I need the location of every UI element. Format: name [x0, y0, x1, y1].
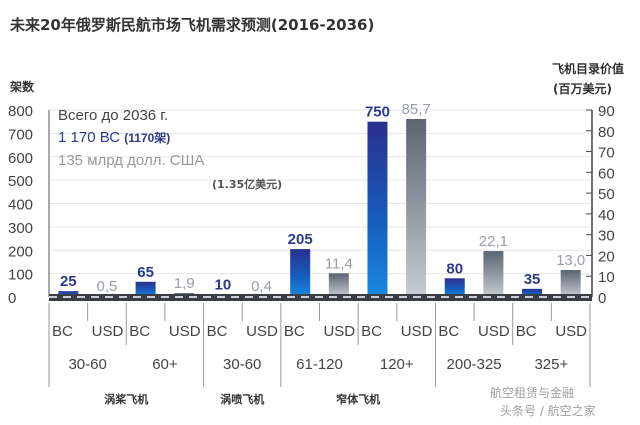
- y2-tick-label: 10: [598, 269, 615, 286]
- size-label: 120+: [380, 356, 414, 373]
- bar-usd: [560, 269, 581, 297]
- size-label: 30-60: [223, 356, 261, 373]
- size-label: 325+: [534, 356, 568, 373]
- data-label-usd: 13,0: [556, 252, 585, 269]
- y2-axis-label-line2: (百万美元): [553, 82, 612, 96]
- bar-bc: [290, 249, 311, 297]
- size-label: 30-60: [68, 356, 106, 373]
- category-label-bc: BC: [129, 323, 150, 340]
- annotation-line3-cn: (1.35亿美元): [212, 177, 282, 191]
- bar-usd: [328, 273, 349, 297]
- y2-axis-label-line1: 飞机目录价值: [552, 62, 625, 76]
- bar-bc: [522, 288, 543, 297]
- y2-tick-label: 50: [598, 186, 615, 203]
- annotation-line1: Всего до 2036 г.: [58, 107, 168, 124]
- y-tick-label: 800: [8, 103, 33, 120]
- category-label-bc: BC: [52, 323, 73, 340]
- category-label-bc: BC: [361, 323, 382, 340]
- y2-tick-label: 90: [598, 103, 615, 120]
- category-label-bc: BC: [207, 323, 228, 340]
- bar-usd: [406, 118, 427, 297]
- data-label-bc: 205: [288, 231, 313, 248]
- size-label: 60+: [152, 356, 178, 373]
- bar-usd: [483, 251, 504, 297]
- y-tick-label: 0: [8, 290, 16, 307]
- y-tick-label: 100: [8, 267, 33, 284]
- category-label-bc: BC: [516, 323, 537, 340]
- y-tick-label: 500: [8, 173, 33, 190]
- y-axis-label: 架数: [10, 80, 35, 94]
- chart-title: 未来20年俄罗斯民航市场飞机需求预测(2016-2036): [10, 16, 375, 34]
- bar-bc: [444, 278, 465, 297]
- watermark-line2: 头条号 / 航空之家: [500, 403, 596, 418]
- category-label-bc: BC: [284, 323, 305, 340]
- annotation-line2: 1 170 ВС (1170架): [58, 129, 170, 146]
- data-label-bc: 25: [60, 273, 77, 290]
- bar-bc: [135, 281, 156, 297]
- bar-bc: [367, 121, 388, 297]
- category-label-usd: USD: [169, 323, 201, 340]
- aircraft-type-label: 涡喷飞机: [220, 392, 264, 406]
- y-tick-label: 200: [8, 243, 33, 260]
- y2-tick-label: 70: [598, 145, 615, 162]
- y2-tick-label: 60: [598, 165, 615, 182]
- aircraft-type-label: 涡桨飞机: [104, 392, 148, 406]
- data-label-usd: 0,4: [251, 278, 272, 295]
- y2-tick-label: 80: [598, 124, 615, 141]
- y2-tick-label: 40: [598, 207, 615, 224]
- y2-tick-label: 30: [598, 228, 615, 245]
- y-tick-label: 600: [8, 150, 33, 167]
- annotation-line2-ru: 1 170 ВС: [58, 129, 120, 146]
- annotation-line3: 135 млрд долл. США: [58, 152, 204, 169]
- category-label-usd: USD: [555, 323, 587, 340]
- size-label: 200-325: [447, 356, 502, 373]
- data-label-bc: 10: [215, 277, 232, 294]
- data-label-bc: 35: [524, 271, 541, 288]
- data-label-bc: 750: [365, 104, 390, 121]
- data-label-usd: 22,1: [479, 233, 508, 250]
- y-tick-label: 700: [8, 126, 33, 143]
- category-label-usd: USD: [478, 323, 510, 340]
- category-label-usd: USD: [92, 323, 124, 340]
- aircraft-type-label: 窄体飞机: [336, 392, 380, 406]
- data-label-bc: 65: [137, 264, 154, 281]
- size-label: 61-120: [296, 356, 343, 373]
- y2-tick-label: 0: [598, 290, 606, 307]
- data-label-usd: 1,9: [174, 275, 195, 292]
- watermark-line1: 航空租赁与金融: [490, 385, 574, 400]
- category-label-bc: BC: [438, 323, 459, 340]
- category-label-usd: USD: [246, 323, 278, 340]
- data-label-usd: 0,5: [97, 278, 118, 295]
- y-tick-label: 300: [8, 220, 33, 237]
- data-label-usd: 85,7: [402, 101, 431, 118]
- y2-tick-label: 20: [598, 248, 615, 265]
- data-label-usd: 11,4: [325, 255, 353, 272]
- category-label-usd: USD: [323, 323, 355, 340]
- category-label-usd: USD: [401, 323, 433, 340]
- data-label-bc: 80: [446, 260, 463, 277]
- annotation-line2-cn: (1170架): [124, 130, 170, 145]
- y-tick-label: 400: [8, 197, 33, 214]
